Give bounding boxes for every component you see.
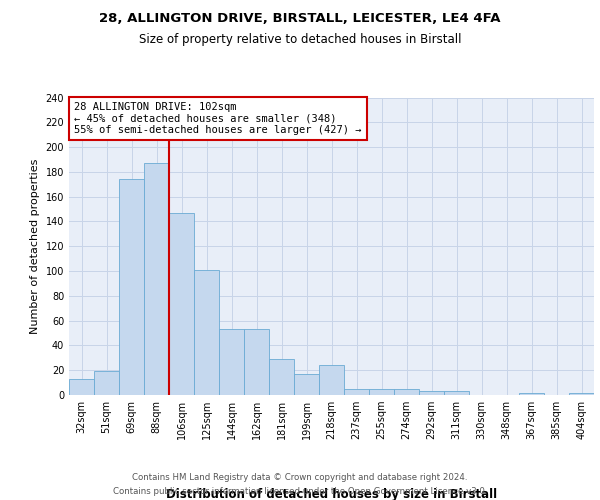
Text: Size of property relative to detached houses in Birstall: Size of property relative to detached ho…: [139, 32, 461, 46]
Bar: [69, 379, 94, 395]
Text: Contains public sector information licensed under the Open Government Licence v3: Contains public sector information licen…: [113, 488, 487, 496]
Bar: [119, 180, 144, 395]
Bar: [369, 389, 394, 395]
Text: Contains HM Land Registry data © Crown copyright and database right 2024.: Contains HM Land Registry data © Crown c…: [132, 472, 468, 482]
Bar: [444, 392, 469, 395]
Bar: [94, 372, 119, 395]
Bar: [244, 330, 269, 395]
Bar: [269, 359, 294, 395]
Bar: [294, 374, 319, 395]
Bar: [519, 392, 544, 395]
Text: 28, ALLINGTON DRIVE, BIRSTALL, LEICESTER, LE4 4FA: 28, ALLINGTON DRIVE, BIRSTALL, LEICESTER…: [99, 12, 501, 26]
Bar: [319, 365, 344, 395]
Bar: [219, 330, 244, 395]
Bar: [419, 392, 444, 395]
Bar: [169, 213, 194, 395]
Y-axis label: Number of detached properties: Number of detached properties: [30, 158, 40, 334]
Bar: [344, 389, 369, 395]
Bar: [394, 389, 419, 395]
X-axis label: Distribution of detached houses by size in Birstall: Distribution of detached houses by size …: [166, 488, 497, 500]
Bar: [144, 163, 169, 395]
Bar: [569, 392, 594, 395]
Bar: [194, 270, 219, 395]
Text: 28 ALLINGTON DRIVE: 102sqm
← 45% of detached houses are smaller (348)
55% of sem: 28 ALLINGTON DRIVE: 102sqm ← 45% of deta…: [74, 102, 362, 135]
